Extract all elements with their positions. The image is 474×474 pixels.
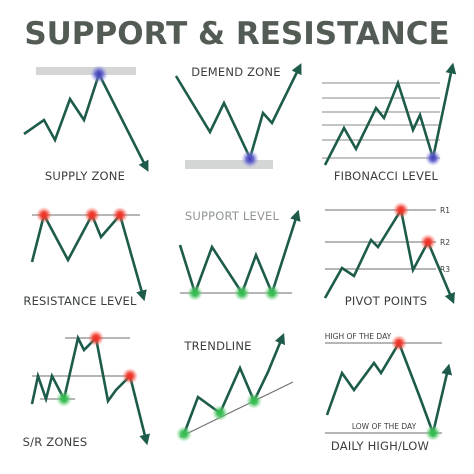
high-of-day-label: HIGH OF THE DAY <box>325 332 392 341</box>
panel-daily-high-low: HIGH OF THE DAY LOW OF THE DAY DAILY HIG… <box>325 332 453 453</box>
sr-zones-price-line <box>30 334 150 446</box>
low-of-day-label: LOW OF THE DAY <box>352 422 417 431</box>
trendline-marker-3 <box>246 393 262 409</box>
pivot-points-label: PIVOT POINTS <box>345 294 427 308</box>
supply-zone-label: SUPPLY ZONE <box>45 169 125 183</box>
resistance-marker-2 <box>84 207 100 223</box>
demand-zone-band <box>185 160 273 169</box>
panel-support-level: SUPPORT LEVEL <box>178 209 301 301</box>
support-marker-3 <box>264 285 280 301</box>
panel-resistance-level: RESISTANCE LEVEL <box>23 207 147 308</box>
panel-sr-zones: S/R ZONES <box>23 330 150 449</box>
fibonacci-marker <box>425 150 441 166</box>
support-marker-2 <box>234 285 250 301</box>
demand-zone-price-line <box>174 63 302 162</box>
resistance-level-label: RESISTANCE LEVEL <box>23 294 137 308</box>
demand-zone-marker <box>241 150 259 168</box>
supply-zone-marker <box>90 65 108 83</box>
support-marker-1 <box>187 285 203 301</box>
pivot-marker-r2 <box>420 234 436 250</box>
support-price-line <box>178 209 301 298</box>
sr-marker-resistance <box>88 330 104 346</box>
sr-marker-support <box>56 391 72 407</box>
fibonacci-price-line <box>323 62 457 166</box>
panel-demand-zone: DEMEND ZONE <box>174 63 302 169</box>
panel-fibonacci-level: FIBONACCI LEVEL <box>322 62 457 183</box>
trendline-label: TRENDLINE <box>183 339 251 353</box>
supply-zone-band <box>36 67 136 75</box>
panel-supply-zone: SUPPLY ZONE <box>23 65 149 183</box>
daily-high-low-price-line <box>325 340 453 438</box>
pivot-marker-r1 <box>393 202 409 218</box>
trendline-marker-2 <box>212 405 228 421</box>
daily-low-marker <box>425 425 441 441</box>
pivot-r2-label: R2 <box>440 238 450 247</box>
page-title: SUPPORT & RESISTANCE <box>24 16 449 52</box>
demand-zone-label: DEMEND ZONE <box>191 65 280 79</box>
pivot-r1-label: R1 <box>440 206 450 215</box>
pivot-r3-label: R3 <box>440 265 450 274</box>
resistance-price-line <box>30 211 147 302</box>
fibonacci-level-label: FIBONACCI LEVEL <box>334 169 439 183</box>
daily-high-low-label: DAILY HIGH/LOW <box>331 439 429 453</box>
trendline-marker-1 <box>176 426 192 442</box>
sr-zones-label: S/R ZONES <box>23 435 88 449</box>
support-level-label: SUPPORT LEVEL <box>185 209 280 223</box>
panel-pivot-points: R1 R2 R3 PIVOT POINTS <box>323 202 455 308</box>
pivot-price-line <box>323 206 455 305</box>
trendline-line <box>179 381 294 438</box>
panel-trendline: TRENDLINE <box>176 332 294 442</box>
sr-marker-flip <box>122 368 138 384</box>
daily-high-marker <box>391 335 407 351</box>
supply-zone-price-line <box>23 70 149 172</box>
resistance-marker-3 <box>112 207 128 223</box>
resistance-marker-1 <box>36 207 52 223</box>
trendline-price-line <box>182 332 285 435</box>
